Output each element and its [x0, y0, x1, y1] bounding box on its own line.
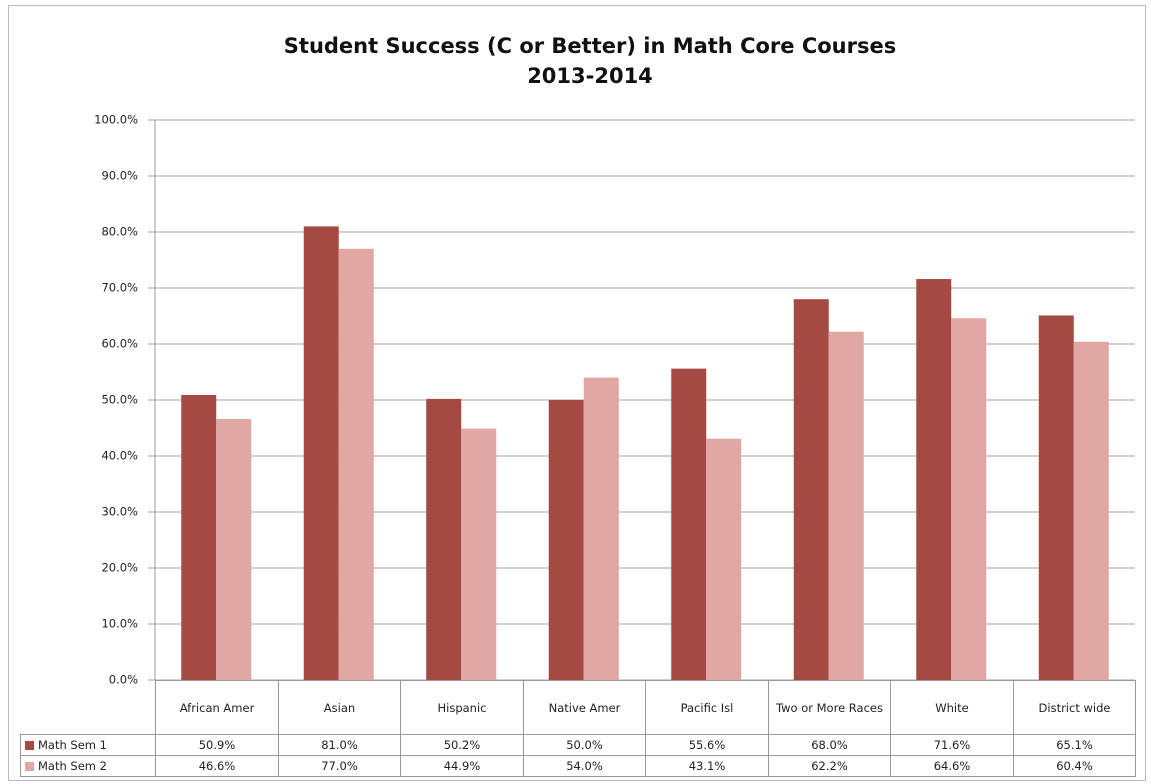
- y-tick-label: 90.0%: [101, 169, 138, 183]
- legend-label: Math Sem 1: [38, 738, 107, 752]
- chart-title: Student Success (C or Better) in Math Co…: [284, 34, 896, 58]
- category-label: African Amer: [155, 680, 279, 735]
- category-label: Pacific Isl: [645, 680, 769, 735]
- bar: [338, 248, 374, 681]
- data-label: 60.4%: [1013, 755, 1136, 777]
- y-tick-label: 40.0%: [101, 449, 138, 463]
- category-label: Two or More Races: [768, 680, 891, 735]
- data-label: 55.6%: [645, 734, 769, 756]
- bar: [951, 318, 987, 680]
- data-label: 65.1%: [1013, 734, 1136, 756]
- y-tick-label: 100.0%: [94, 113, 138, 127]
- bar: [583, 377, 619, 680]
- legend-label: Math Sem 2: [38, 759, 107, 773]
- bar: [216, 419, 252, 680]
- data-label: 71.6%: [890, 734, 1014, 756]
- legend-swatch: [25, 761, 34, 771]
- y-tick-label: 80.0%: [101, 225, 138, 239]
- legend-entry: Math Sem 1: [20, 734, 156, 756]
- category-label: Native Amer: [523, 680, 646, 735]
- y-tick-label: 60.0%: [101, 337, 138, 351]
- category-label: District wide: [1013, 680, 1136, 735]
- data-label: 77.0%: [278, 755, 401, 777]
- y-tick-label: 0.0%: [109, 673, 138, 687]
- y-tick-label: 20.0%: [101, 561, 138, 575]
- bar: [548, 400, 584, 680]
- legend-swatch: [25, 740, 34, 750]
- data-label: 44.9%: [400, 755, 524, 777]
- bar: [303, 226, 339, 680]
- bar: [671, 368, 707, 680]
- chart-subtitle: 2013-2014: [527, 64, 653, 88]
- data-label: 46.6%: [155, 755, 279, 777]
- bar: [181, 394, 217, 680]
- data-label: 50.9%: [155, 734, 279, 756]
- legend-entry: Math Sem 2: [20, 755, 156, 777]
- bar: [916, 279, 952, 680]
- category-label: Asian: [278, 680, 401, 735]
- bar: [461, 428, 497, 680]
- category-label: Hispanic: [400, 680, 524, 735]
- data-label: 68.0%: [768, 734, 891, 756]
- data-label: 50.0%: [523, 734, 646, 756]
- data-label: 64.6%: [890, 755, 1014, 777]
- bar: [426, 398, 462, 680]
- bar: [793, 299, 829, 680]
- y-tick-label: 10.0%: [101, 617, 138, 631]
- data-label: 50.2%: [400, 734, 524, 756]
- y-tick-label: 30.0%: [101, 505, 138, 519]
- y-tick-label: 50.0%: [101, 393, 138, 407]
- data-label: 62.2%: [768, 755, 891, 777]
- chart-frame: [8, 5, 1146, 781]
- y-tick-label: 70.0%: [101, 281, 138, 295]
- bar: [706, 438, 742, 680]
- data-label: 81.0%: [278, 734, 401, 756]
- bar: [1073, 341, 1109, 680]
- category-label: White: [890, 680, 1014, 735]
- data-label: 54.0%: [523, 755, 646, 777]
- data-label: 43.1%: [645, 755, 769, 777]
- bar: [1038, 315, 1074, 680]
- bar: [828, 331, 864, 680]
